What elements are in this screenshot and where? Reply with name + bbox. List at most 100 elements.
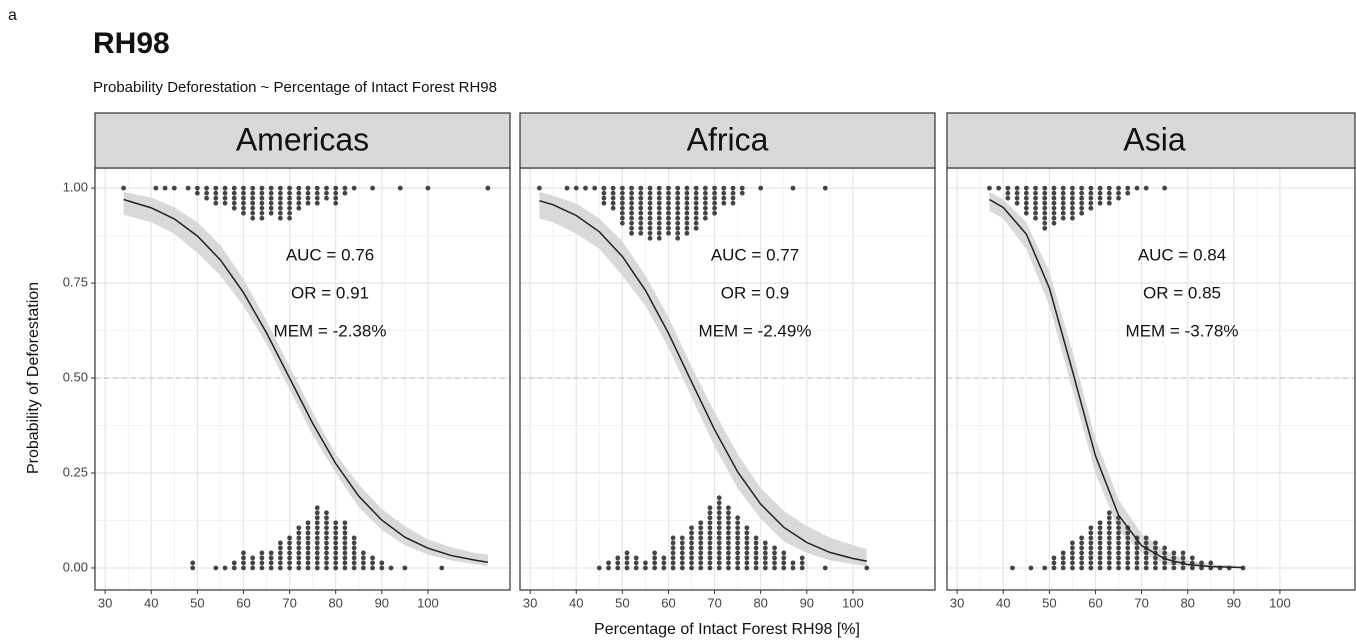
chart-title: RH98 [93,27,170,60]
dot [277,545,283,551]
dot [277,560,283,566]
dot [333,540,339,546]
dot [666,190,671,196]
dot-stack [758,185,764,191]
dot [305,550,311,556]
dot-stack [573,185,579,191]
dot [485,185,491,191]
dot-stack [333,520,339,571]
dot [194,190,200,196]
dot [744,530,750,536]
dot [351,565,357,571]
dot [712,210,717,216]
dot [1106,555,1112,561]
dot-stack [762,540,768,571]
dot [314,520,320,526]
dot-stack [259,550,265,571]
dot [619,195,625,201]
dot [241,210,246,216]
dot [296,560,302,566]
dot [675,200,681,206]
dot [1125,555,1131,561]
dot [213,195,219,201]
dot-stack [790,560,796,571]
dot [277,185,283,191]
dot [1079,540,1085,546]
dot [305,190,311,196]
dot [1079,560,1085,566]
dot [610,190,616,196]
dot [1088,545,1094,551]
dot [1106,530,1112,536]
dot [772,565,777,571]
dot-stack [314,505,320,571]
dot [1070,560,1075,566]
dot [1180,550,1186,556]
dot [790,565,796,571]
dot [643,565,648,571]
dot [333,520,339,526]
dot [739,190,745,196]
dot [1051,195,1057,201]
y-tick-label: 0.00 [63,559,88,574]
dot [379,565,385,571]
dot [721,185,727,191]
dot-stack [259,185,265,221]
y-tick-label: 1.00 [63,180,88,195]
dot [1106,540,1112,546]
annotation: MEM = -2.38% [274,321,387,340]
dot [1051,555,1057,561]
dot [259,205,265,211]
dot [698,525,704,531]
dot [1116,540,1121,546]
dot [693,205,699,211]
annotation: AUC = 0.77 [711,245,799,264]
dot [744,540,750,546]
dot [615,565,621,571]
dot [647,230,653,236]
dot [629,190,634,196]
dot-stack [536,185,542,191]
dot [1162,565,1168,571]
x-tick-label: 50 [1042,595,1056,610]
dot [619,185,625,191]
dot [675,210,681,216]
dot [656,235,662,241]
dot [629,185,634,191]
dot [1134,185,1140,191]
dot [342,185,348,191]
dot [781,560,787,566]
dot-stack [213,565,219,571]
dot [314,540,320,546]
dot [583,185,588,191]
dot [753,560,759,566]
dot-stack [656,185,662,241]
dot [351,550,357,556]
dot [730,185,736,191]
y-tick-label: 0.75 [63,275,88,290]
dot-stack [781,550,787,571]
dot-stack [485,185,491,191]
dot [241,200,246,206]
dot-stack [726,505,731,571]
dot [268,185,274,191]
dot-stack [822,185,828,191]
dot [231,190,237,196]
dot [1199,560,1204,566]
annotation: MEM = -3.78% [1126,321,1239,340]
dot [1134,550,1140,556]
dot [314,515,320,521]
dot [647,220,653,226]
dot [1162,560,1168,566]
dot [735,550,741,556]
dot [707,560,713,566]
dot [707,525,713,531]
dot [1088,195,1094,201]
dot [1116,190,1121,196]
dot [333,545,339,551]
y-tick-label: 0.50 [63,369,88,384]
dot [277,565,283,571]
dot [601,200,607,206]
dot [1180,565,1186,571]
dot [647,225,653,231]
